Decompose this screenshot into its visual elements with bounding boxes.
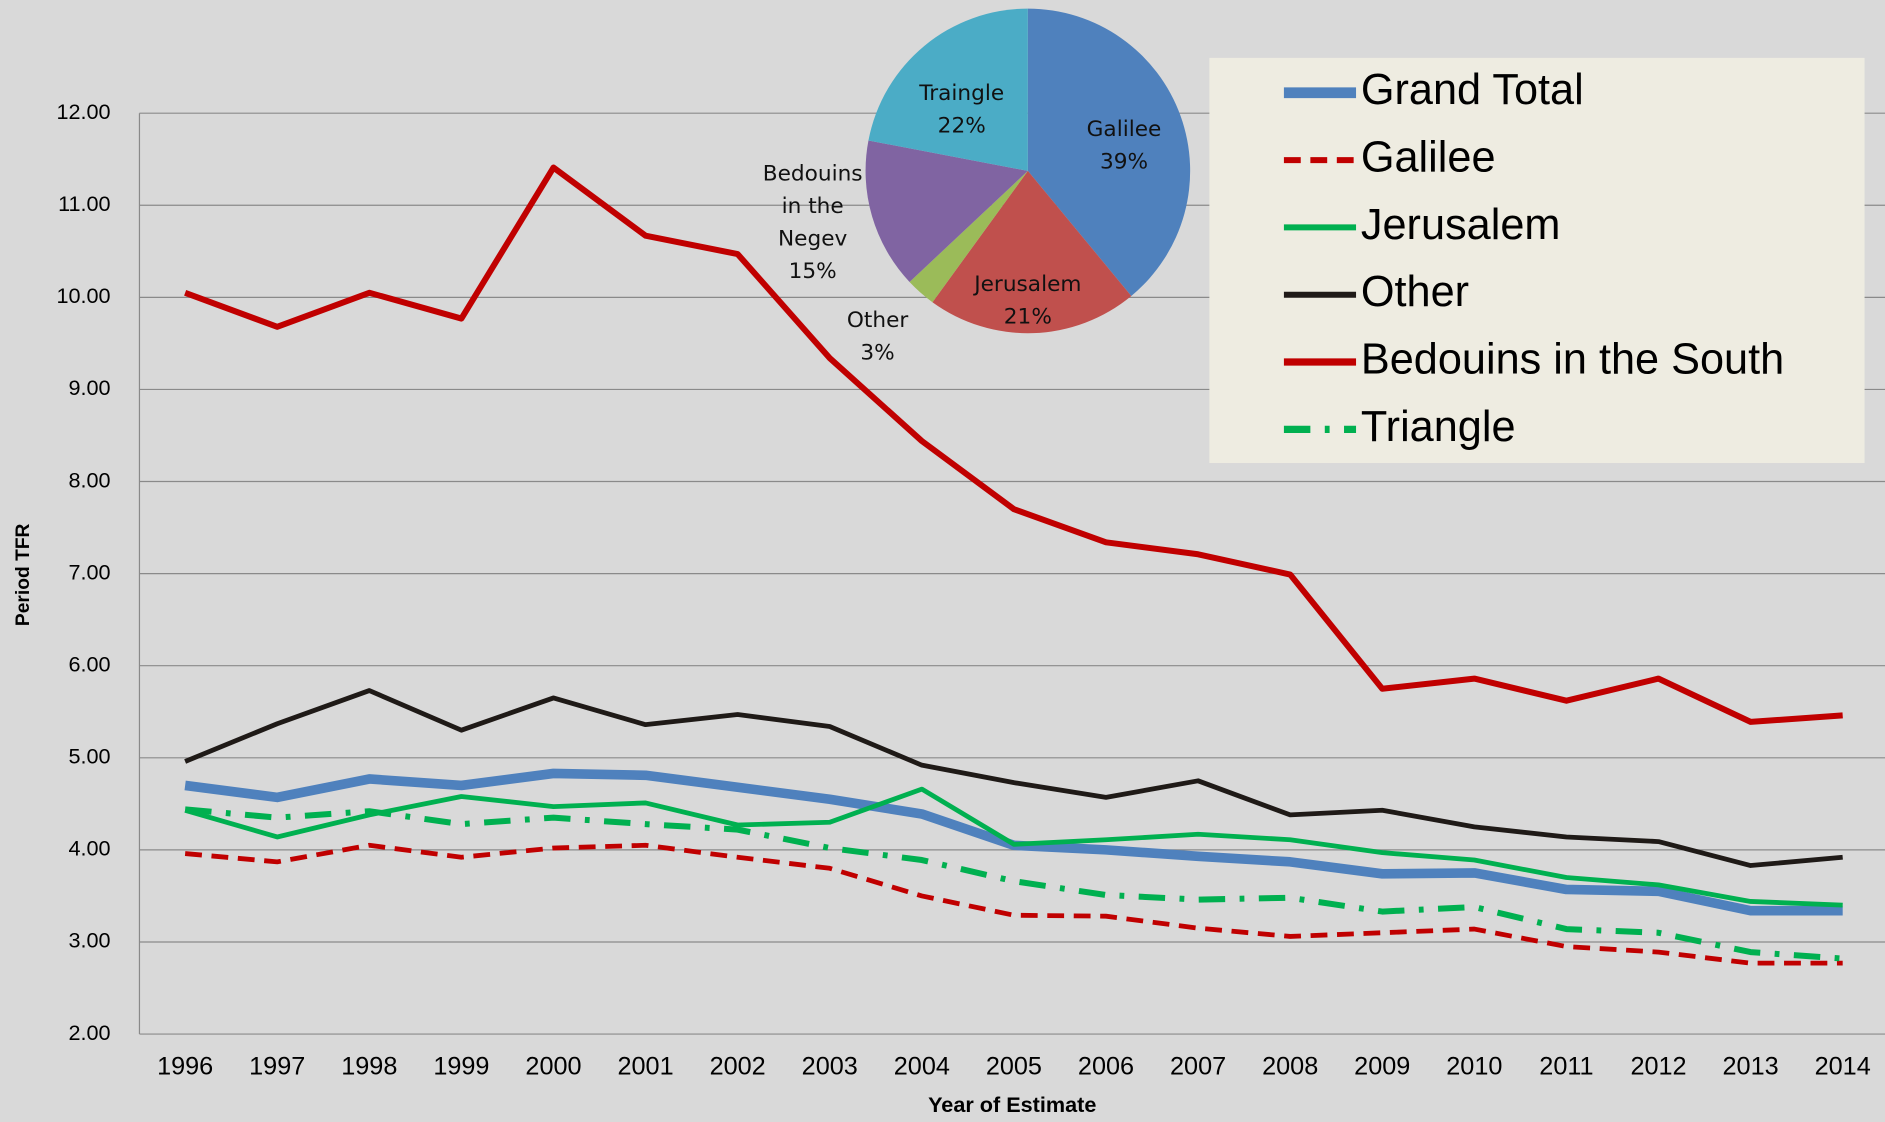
pie-category: Galilee [1086, 116, 1162, 143]
pie-value-label: 21% [1003, 304, 1052, 330]
series-line [184, 842, 1843, 966]
x-tick-label: 1996 [157, 1052, 213, 1080]
legend-label: Grand Total [1361, 66, 1584, 114]
pie-label: Traingle 22% [896, 43, 1028, 175]
x-tick-label: 1999 [433, 1052, 489, 1080]
pie-label: Other 3% [829, 271, 925, 403]
x-tick-label: 2000 [525, 1052, 581, 1080]
pie-label-box: Jerusalem 21% [962, 235, 1094, 367]
legend-box [1209, 57, 1865, 464]
y-tick-label: 11.00 [58, 191, 111, 216]
x-tick-label: 2013 [1723, 1052, 1779, 1080]
legend-label: Galilee [1361, 134, 1496, 182]
x-tick-label: 2010 [1446, 1052, 1502, 1080]
x-tick-label: 2002 [710, 1052, 766, 1080]
legend-label: Bedouins in the South [1361, 335, 1784, 383]
series-line [184, 688, 1843, 868]
pie-slice [1027, 8, 1191, 296]
pie-label-box: Bedouins in the Negev 15% [753, 156, 873, 288]
x-tick-label: 2005 [986, 1052, 1042, 1080]
pie-label: Bedouins in the Negev 15% [753, 156, 873, 288]
pie-slice [932, 170, 1132, 334]
x-tick-label: 1998 [341, 1052, 397, 1080]
y-tick-label: 5.00 [69, 744, 111, 769]
x-tick-label: 1997 [249, 1052, 305, 1080]
pie-category: Jerusalem [974, 271, 1082, 298]
y-tick-label: 12.00 [56, 99, 110, 124]
pie-category: Other [846, 307, 909, 334]
pie-label-box: Galilee 39% [1058, 80, 1190, 212]
x-tick-label: 2004 [894, 1052, 950, 1080]
x-tick-label: 2012 [1630, 1052, 1686, 1080]
pie-category: Bedouins in the Negev [762, 161, 863, 252]
pie-value-label: 15% [788, 258, 837, 284]
pie-label-box: Other 3% [829, 271, 925, 403]
pie-label-box: Traingle 22% [896, 43, 1028, 175]
pie-slice [909, 170, 1028, 303]
y-tick-label: 10.00 [56, 283, 110, 308]
x-tick-label: 2014 [1815, 1052, 1871, 1080]
pie-value-label: 22% [937, 113, 986, 139]
pie-label: Jerusalem 21% [962, 235, 1094, 367]
legend-label: Other [1361, 268, 1469, 316]
pie-value-label: 39% [1099, 149, 1149, 175]
series-line [184, 806, 1843, 962]
x-tick-label: 2001 [617, 1052, 673, 1080]
x-tick-label: 2007 [1170, 1052, 1226, 1080]
y-tick-label: 8.00 [69, 467, 111, 492]
pie-slice [868, 8, 1028, 171]
x-tick-label: 2003 [802, 1052, 858, 1080]
y-tick-label: 4.00 [69, 836, 111, 861]
y-tick-label: 9.00 [69, 375, 111, 400]
pie-value-label: 3% [860, 340, 895, 366]
y-tick-label: 7.00 [69, 559, 111, 584]
x-tick-label: 2011 [1539, 1052, 1593, 1080]
x-tick-label: 2008 [1262, 1052, 1318, 1080]
x-axis-label: Year of Estimate [928, 1092, 1096, 1117]
legend-label: Jerusalem [1361, 201, 1561, 249]
pie-slice [865, 140, 1028, 282]
series-line [184, 164, 1843, 725]
legend-label: Triangle [1361, 403, 1516, 451]
series-line [184, 786, 1843, 908]
pie-label: Galilee 39% [1058, 80, 1190, 212]
y-tick-label: 6.00 [69, 651, 111, 676]
x-tick-label: 2006 [1078, 1052, 1134, 1080]
y-tick-label: 3.00 [69, 928, 111, 953]
y-axis-label: Period TFR [13, 523, 34, 626]
y-tick-label: 2.00 [69, 1020, 111, 1045]
legend: Grand Total Galilee Jerusalem Other Bedouins… [1209, 57, 1865, 464]
x-tick-label: 2009 [1354, 1052, 1410, 1080]
pie-category: Traingle [919, 80, 1005, 106]
